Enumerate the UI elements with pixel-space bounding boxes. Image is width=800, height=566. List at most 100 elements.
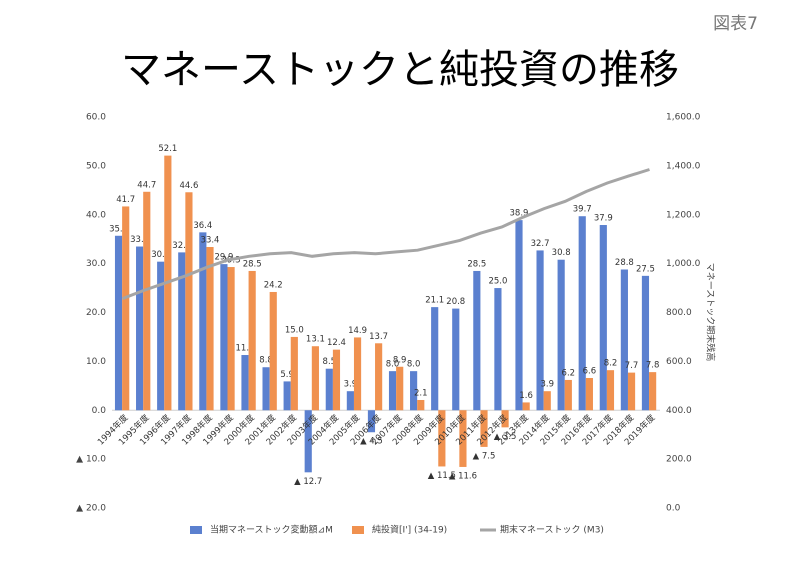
data-label: ▲ 7.5	[473, 451, 496, 461]
bar	[543, 391, 551, 411]
legend-swatch	[190, 526, 202, 534]
bar	[346, 391, 354, 411]
data-label: 13.7	[369, 332, 388, 342]
data-label: 25.0	[488, 277, 507, 287]
data-label: 3.9	[344, 380, 358, 390]
bar	[114, 235, 123, 411]
bar	[536, 250, 544, 411]
y-tick-label: 20.0	[86, 308, 106, 318]
data-label: 28.5	[243, 259, 262, 269]
data-label: 3.9	[540, 380, 554, 390]
bar	[452, 308, 460, 411]
data-label: 39.7	[573, 205, 592, 215]
bar	[178, 252, 186, 411]
y2-tick-label: 600.0	[666, 357, 692, 367]
data-label: 41.7	[116, 195, 135, 205]
data-label: 6.6	[583, 366, 597, 376]
data-label: 13.1	[306, 335, 325, 345]
bar	[227, 267, 235, 411]
bar	[641, 275, 650, 411]
bar	[241, 355, 249, 411]
data-label: 8.8	[259, 356, 273, 366]
data-label: 21.1	[425, 296, 444, 306]
y2-tick-label: 1,000.0	[666, 259, 701, 269]
bar	[557, 259, 565, 411]
bar	[620, 269, 628, 411]
legend-label: 期末マネーストック (M3)	[500, 524, 604, 536]
data-label: 37.9	[594, 214, 613, 224]
bar	[522, 402, 530, 411]
bar	[649, 372, 657, 411]
y2-tick-label: 800.0	[666, 308, 692, 318]
bar	[473, 270, 481, 411]
data-label: 8.9	[393, 355, 407, 365]
data-label: 35.7	[109, 224, 128, 234]
bar	[143, 191, 151, 411]
bar	[332, 349, 341, 411]
bar	[606, 370, 615, 411]
bar	[220, 264, 228, 411]
bar	[283, 381, 291, 411]
bar	[248, 270, 256, 411]
bar	[185, 192, 193, 411]
data-label: 8.0	[407, 360, 421, 370]
y-tick-label: 0.0	[92, 406, 107, 416]
data-label: 12.4	[327, 338, 346, 348]
bar	[585, 377, 593, 411]
data-label: 24.2	[264, 280, 283, 290]
data-label: 14.9	[348, 326, 367, 336]
bar	[459, 410, 467, 467]
bar	[290, 336, 298, 411]
legend-label: 純投資[I'] (34-19)	[372, 524, 447, 536]
data-label: 5.9	[280, 370, 294, 380]
data-label: 7.7	[625, 361, 639, 371]
data-label: 11.3	[236, 344, 255, 354]
bar	[304, 410, 312, 473]
data-label: 44.6	[179, 181, 198, 191]
bar	[269, 291, 277, 411]
data-label: 8.5	[323, 357, 337, 367]
bar	[206, 247, 214, 411]
bar	[501, 410, 509, 428]
bar	[353, 337, 362, 411]
y2-axis-label: マネーストック期末残高	[705, 263, 717, 362]
bar	[494, 288, 502, 411]
data-label: ▲ 3.5	[494, 432, 517, 442]
data-label: 30.8	[552, 248, 571, 258]
data-label: ▲ 12.7	[294, 477, 322, 487]
legend-label: 当期マネーストック変動額⊿M	[210, 524, 333, 536]
bar	[367, 410, 376, 433]
data-label: 7.8	[646, 361, 660, 371]
data-label: 15.0	[285, 325, 304, 335]
data-label: 36.4	[193, 221, 212, 231]
data-label: 30.4	[151, 250, 170, 260]
bar	[564, 379, 572, 411]
y2-tick-label: 400.0	[666, 406, 692, 416]
chart-title: マネーストックと純投資の推移	[121, 47, 679, 93]
bar	[578, 216, 586, 411]
bar	[325, 368, 333, 411]
data-label: 6.2	[562, 368, 576, 378]
y2-tick-label: 1,200.0	[666, 210, 701, 220]
data-label: 28.5	[467, 259, 486, 269]
data-label: 32.3	[172, 241, 191, 251]
y-tick-label: ▲ 20.0	[76, 504, 106, 514]
data-label: 1.6	[519, 391, 533, 401]
line	[121, 168, 650, 301]
data-label: 52.1	[158, 144, 177, 154]
y-tick-label: 50.0	[86, 161, 106, 171]
bar	[410, 371, 418, 411]
bar	[417, 399, 425, 411]
data-label: 44.7	[137, 180, 156, 190]
bar	[136, 246, 144, 411]
y2-tick-label: 0.0	[666, 504, 681, 514]
data-label: 2.1	[414, 388, 428, 398]
data-label: 20.8	[446, 297, 465, 307]
bar	[388, 371, 397, 411]
data-label: ▲ 11.6	[449, 471, 477, 481]
y-tick-label: 40.0	[86, 210, 106, 220]
data-label: 33.4	[201, 236, 220, 246]
data-label: 27.5	[636, 264, 655, 274]
data-label: 8.2	[604, 359, 618, 369]
